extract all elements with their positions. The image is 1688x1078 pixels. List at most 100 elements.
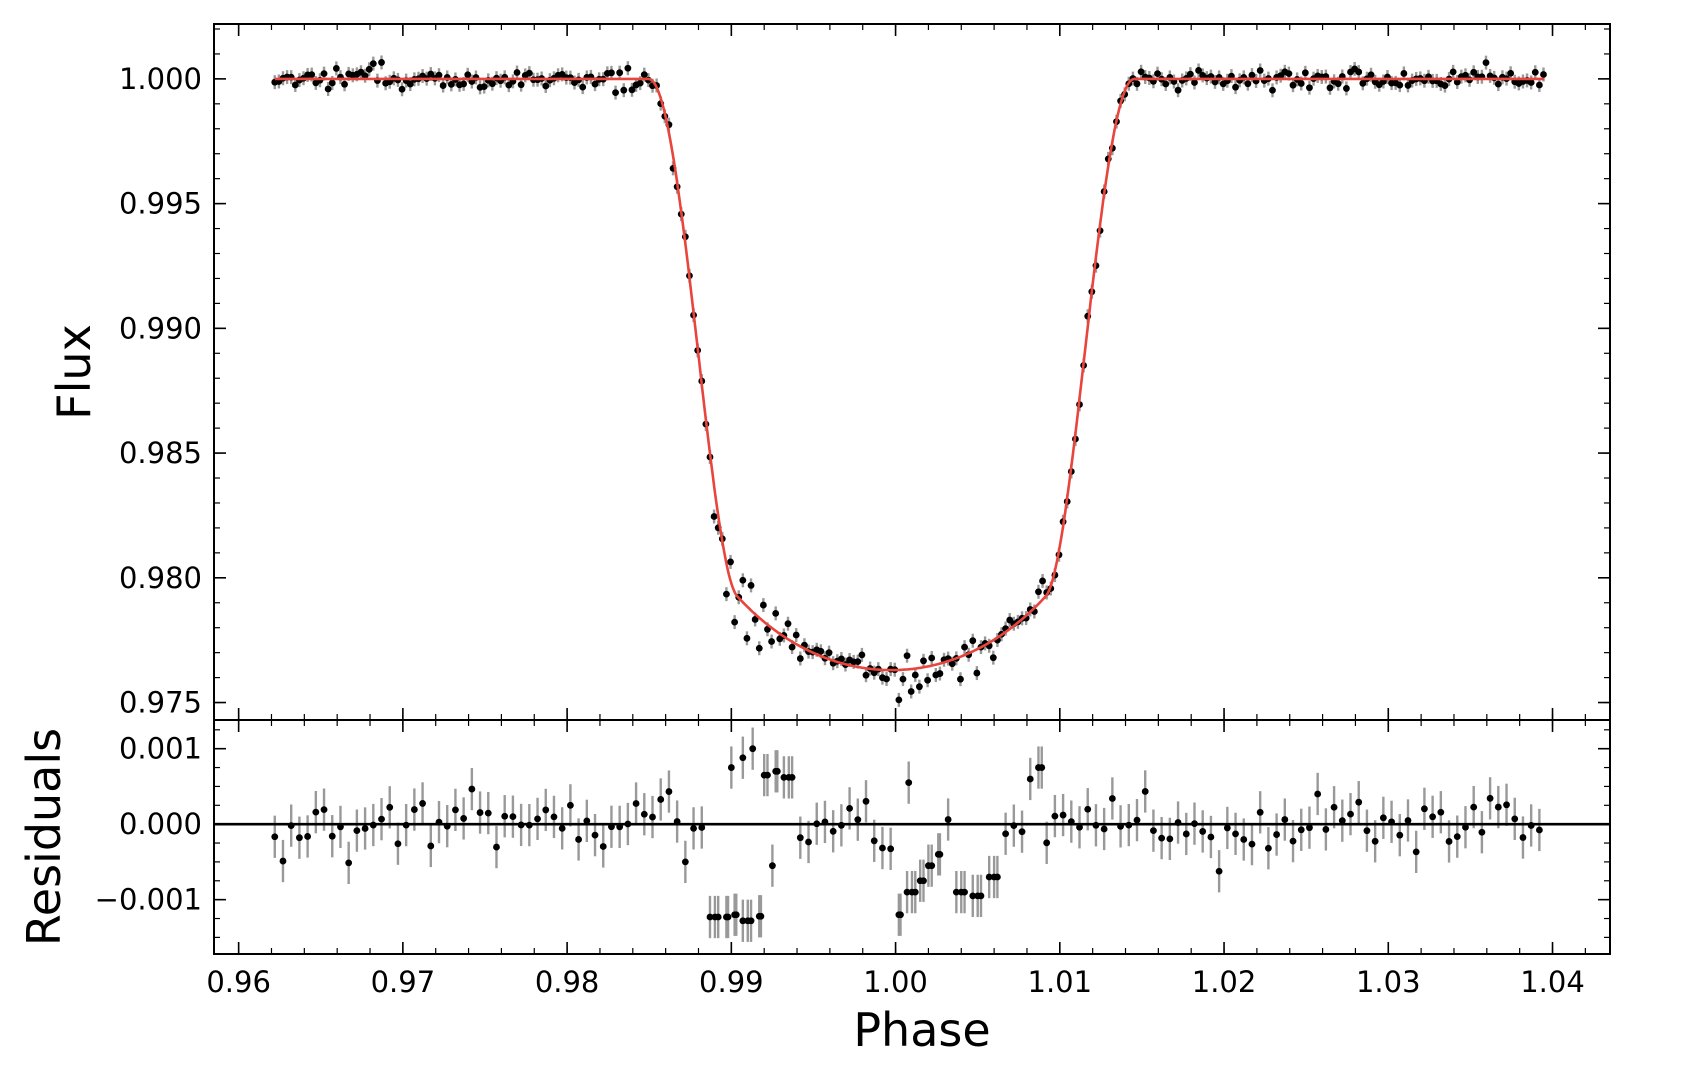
flux-point [957, 675, 964, 683]
residual-point [534, 815, 541, 823]
flux-point [1441, 82, 1449, 89]
residual-point [296, 834, 303, 842]
residual-point [1051, 812, 1059, 820]
residuals-panel-frame [213, 719, 1611, 955]
flux-point [624, 64, 632, 72]
flux-point [739, 576, 747, 584]
residual-point [394, 840, 402, 848]
flux-point [1174, 86, 1182, 94]
flux-point [1137, 68, 1145, 76]
residual-point [1076, 823, 1083, 831]
residual-point [320, 806, 328, 814]
residual-point [870, 837, 878, 845]
flux-point [616, 69, 624, 77]
residual-point [805, 838, 812, 846]
flux-point [759, 601, 767, 609]
flux-point [1256, 67, 1264, 74]
flux-point [1449, 68, 1457, 76]
flux-point [1482, 59, 1490, 67]
residual-point [1330, 803, 1338, 811]
residual-point [952, 888, 960, 896]
flux-point [1326, 84, 1334, 92]
residual-point [990, 873, 998, 881]
flux-point [488, 80, 496, 88]
residual-point [312, 808, 320, 816]
residual-point [854, 816, 862, 824]
residual-point [1273, 831, 1281, 838]
flux-point [936, 670, 944, 677]
residual-point [727, 764, 735, 771]
residual-point [484, 809, 492, 817]
residual-point [1002, 830, 1010, 838]
flux-point [513, 69, 521, 76]
flux-point [1035, 588, 1042, 596]
residual-point [1379, 814, 1387, 822]
residual-point [969, 892, 977, 900]
flux-point [369, 60, 377, 68]
residual-point [1207, 833, 1215, 841]
residuals-axis-label: Residuals [17, 728, 71, 946]
flux-point [1162, 80, 1170, 88]
flux-point [542, 82, 550, 90]
residual-point [1199, 828, 1207, 835]
flux-point [608, 69, 615, 77]
flux-point [640, 71, 648, 78]
residual-point [944, 816, 952, 823]
residual-point [468, 785, 476, 793]
residual-point [1322, 826, 1330, 833]
flux-point [1343, 85, 1350, 92]
flux-point [784, 620, 792, 628]
flux-point [579, 83, 587, 91]
flux-point [1195, 67, 1202, 74]
phase-x-tick-label: 1.02 [1192, 965, 1257, 999]
flux-point [1232, 83, 1239, 91]
residual-point [1100, 825, 1108, 833]
flux-point [620, 86, 628, 94]
flux-point [1191, 79, 1198, 86]
flux-panel-frame [213, 23, 1611, 721]
flux-point [378, 59, 385, 66]
flux-point [731, 618, 739, 626]
residual-point [657, 796, 665, 803]
residual-point [1404, 817, 1412, 824]
residual-point [1511, 815, 1519, 823]
flux-observations [271, 59, 1547, 704]
flux-point [1269, 86, 1276, 94]
residual-point [903, 888, 911, 896]
flux-point [751, 616, 759, 623]
residual-point [1453, 833, 1461, 841]
flux-point [1359, 79, 1367, 87]
residual-point [1038, 764, 1046, 771]
flux-y-tick-label: 0.990 [119, 311, 202, 345]
flux-point [439, 82, 447, 89]
phase-x-tick-label: 0.99 [699, 965, 764, 999]
flux-y-tick-label: 0.975 [119, 686, 202, 720]
residual-point [1240, 836, 1248, 843]
residual-point [1306, 824, 1313, 832]
residual-point [773, 767, 781, 775]
flux-point [1306, 84, 1313, 92]
flux-point [525, 69, 533, 77]
flux-point [628, 86, 636, 94]
flux-point [920, 657, 927, 665]
flux-point [341, 80, 348, 88]
phase-x-tick-label: 1.01 [1028, 965, 1093, 999]
residual-point [908, 888, 916, 896]
flux-point [1248, 71, 1256, 79]
flux-point [1462, 71, 1469, 79]
residual-point [1363, 827, 1371, 835]
flux-point [1494, 80, 1502, 88]
residual-point [1141, 788, 1149, 795]
flux-point [1289, 81, 1297, 89]
flux-point [324, 85, 332, 93]
residual-point [599, 843, 607, 850]
residual-point [1503, 801, 1510, 809]
phase-x-tick-label: 0.96 [206, 965, 271, 999]
residual-point [916, 877, 924, 885]
flux-point [328, 79, 336, 87]
flux-point [517, 81, 525, 89]
flux-axis-label: Flux [47, 324, 101, 420]
flux-point [1453, 78, 1461, 86]
phase-x-tick-label: 0.98 [535, 965, 600, 999]
flux-point [1400, 70, 1408, 77]
